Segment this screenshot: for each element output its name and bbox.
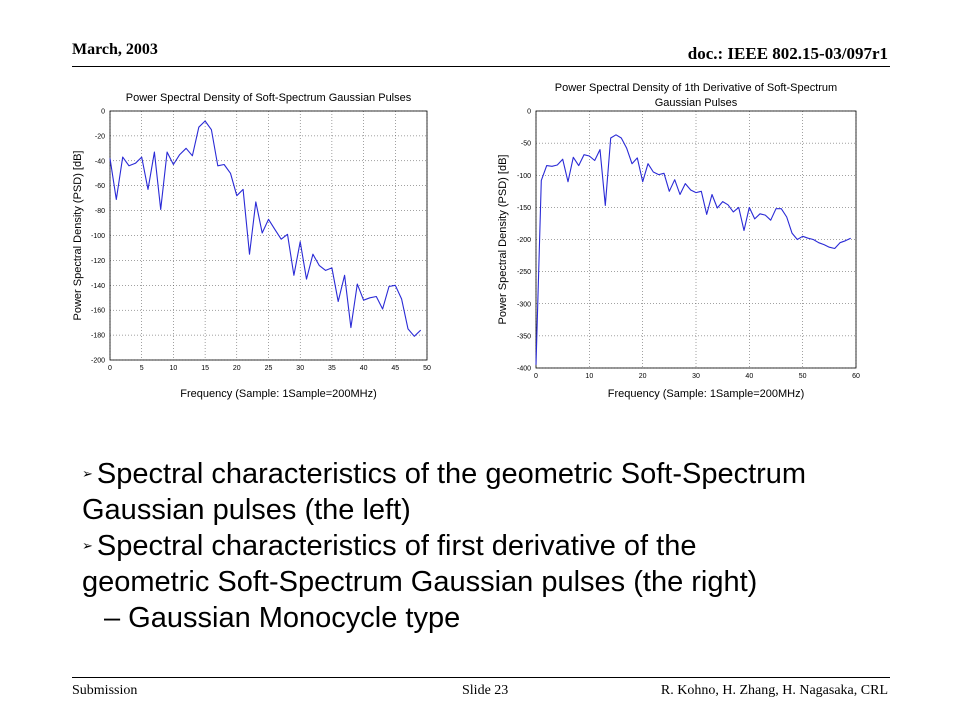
- left-x-tick-label: 5: [140, 365, 144, 372]
- header-date: March, 2003: [72, 41, 158, 58]
- right-x-tick-label: 50: [799, 373, 807, 380]
- bullet-item-2: ➢ Spectral characteristics of first deriv…: [82, 528, 902, 600]
- left-y-axis-label: Power Spectral Density (PSD) [dB]: [72, 151, 84, 321]
- bullet-list: ➢ Spectral characteristics of the geometr…: [82, 456, 902, 636]
- footer-authors: R. Kohno, H. Zhang, H. Nagasaka, CRL: [660, 683, 888, 698]
- left-x-tick-label: 0: [108, 365, 112, 372]
- bullet-2-line1: Spectral characteristics of first deriva…: [96, 530, 697, 562]
- left-plot-frame: [109, 110, 428, 361]
- right-y-tick-label: -350: [517, 333, 531, 340]
- right-y-tick-label: -150: [517, 205, 531, 212]
- left-x-axis-label: Frequency (Sample: 1Sample=200MHz): [180, 388, 377, 400]
- arrow-bullet-icon: ➢: [82, 538, 93, 553]
- left-x-tick-label: 25: [265, 365, 273, 372]
- right-y-tick-label: -400: [517, 366, 531, 373]
- sub-bullet: – Gaussian Monocycle type: [104, 602, 461, 634]
- left-series-line: [109, 120, 422, 337]
- bullet-1-line1: Spectral characteristics of the geometri…: [96, 458, 807, 490]
- right-chart-title: Power Spectral Density of 1th Derivative…: [555, 82, 837, 94]
- left-x-tick-label: 30: [296, 365, 304, 372]
- right-x-tick-label: 10: [585, 373, 593, 380]
- header-doc-id: doc.: IEEE 802.15-03/097r1: [687, 44, 888, 63]
- footer-rule: [72, 677, 890, 678]
- right-y-tick-label: 0: [527, 109, 531, 116]
- right-y-tick-label: -300: [517, 301, 531, 308]
- right-y-axis-label: Power Spectral Density (PSD) [dB]: [497, 155, 509, 325]
- left-x-tick-label: 40: [360, 365, 368, 372]
- left-y-tick-label: -180: [91, 333, 105, 340]
- bullet-1-line2: Gaussian pulses (the left): [82, 494, 411, 526]
- footer-slide-number: Slide 23: [462, 683, 509, 698]
- right-x-tick-label: 60: [852, 373, 860, 380]
- left-chart-title: Power Spectral Density of Soft-Spectrum …: [126, 92, 412, 104]
- right-x-axis-label: Frequency (Sample: 1Sample=200MHz): [608, 388, 805, 400]
- right-x-tick-label: 0: [534, 373, 538, 380]
- left-x-tick-label: 20: [233, 365, 241, 372]
- right-chart-title: Gaussian Pulses: [655, 97, 738, 109]
- left-x-tick-label: 50: [423, 365, 431, 372]
- left-x-tick-label: 35: [328, 365, 336, 372]
- left-y-tick-label: -60: [95, 183, 105, 190]
- right-y-tick-label: -250: [517, 269, 531, 276]
- left-y-tick-label: -160: [91, 308, 105, 315]
- bullet-item-1: ➢ Spectral characteristics of the geometr…: [82, 456, 902, 528]
- right-x-tick-label: 40: [745, 373, 753, 380]
- left-y-tick-label: -200: [91, 358, 105, 365]
- left-y-tick-label: -100: [91, 233, 105, 240]
- arrow-bullet-icon: ➢: [82, 466, 93, 481]
- right-series-line: [535, 134, 851, 365]
- left-y-tick-label: -20: [95, 133, 105, 140]
- right-x-tick-label: 30: [692, 373, 700, 380]
- right-plot-frame: [535, 110, 857, 369]
- left-y-tick-label: -140: [91, 283, 105, 290]
- left-x-tick-label: 15: [201, 365, 209, 372]
- right-x-tick-label: 20: [639, 373, 647, 380]
- right-y-tick-label: -50: [521, 141, 531, 148]
- left-x-tick-label: 45: [391, 365, 399, 372]
- left-y-tick-label: -80: [95, 208, 105, 215]
- right-y-tick-label: -100: [517, 173, 531, 180]
- bullet-2-line2: geometric Soft-Spectrum Gaussian pulses …: [82, 566, 758, 598]
- left-y-tick-label: -40: [95, 158, 105, 165]
- left-x-tick-label: 10: [170, 365, 178, 372]
- right-y-tick-label: -200: [517, 237, 531, 244]
- footer-submission: Submission: [72, 683, 138, 698]
- left-y-tick-label: 0: [101, 109, 105, 116]
- left-y-tick-label: -120: [91, 258, 105, 265]
- header-rule: [72, 66, 890, 67]
